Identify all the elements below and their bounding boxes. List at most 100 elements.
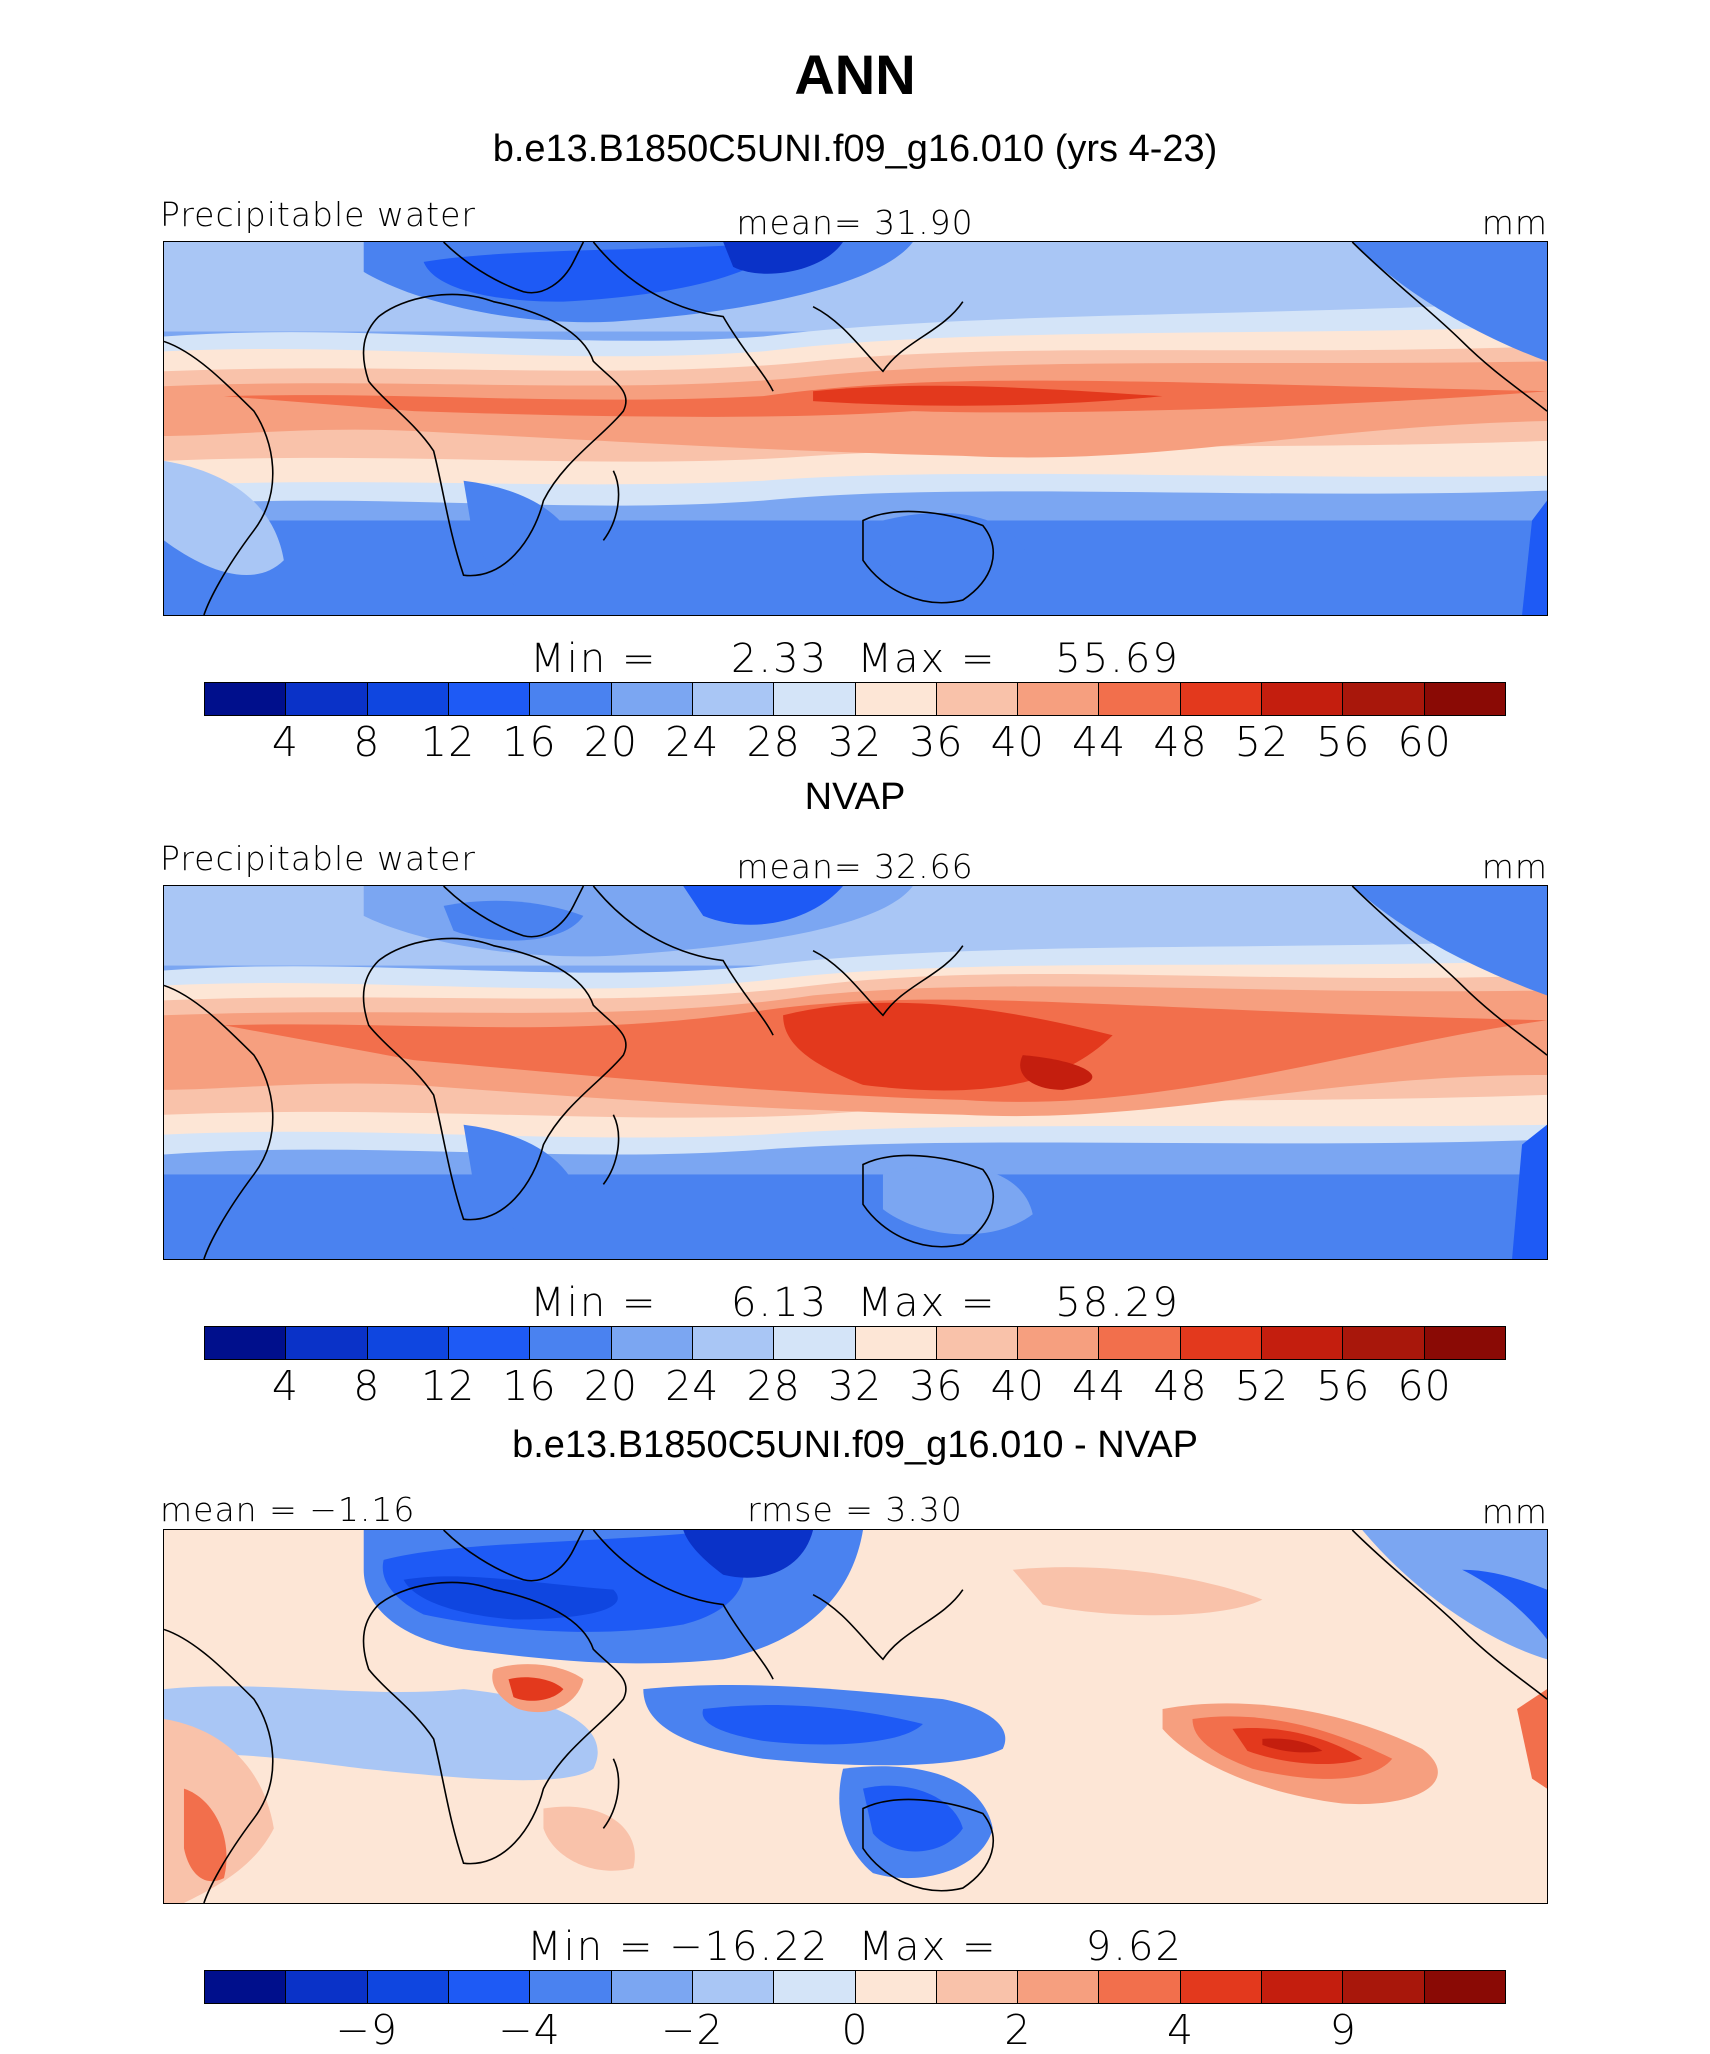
panel-2-max-value: 58.29 (1055, 1280, 1180, 1326)
colorbar-box-6 (692, 1971, 775, 2003)
colorbar-tick-label: 56 (1316, 1362, 1371, 1410)
panel-2-variable-label: Precipitable water (160, 839, 476, 878)
colorbar-tick-label: 52 (1234, 718, 1289, 766)
panel-3-min-label: Min = (527, 1924, 655, 1970)
panel-3-rmse-label: rmse = 3.30 (747, 1490, 963, 1529)
colorbar-box-9 (936, 683, 1019, 715)
colorbar-box-10 (1018, 1971, 1100, 2003)
panel-3-colorbar-ticks: −9 −4 −2 0 2 4 9 (204, 2006, 1506, 2054)
colorbar-tick-label: 60 (1397, 718, 1452, 766)
colorbar-tick-label: 4 (271, 718, 299, 766)
colorbar-tick-label: 32 (827, 718, 883, 766)
panel-3-mean-label: mean = −1.16 (160, 1490, 416, 1529)
panel-2-colorbar-ticks: 4 8 12 16 20 24 28 32 36 40 44 48 52 56 60 (204, 1362, 1506, 1410)
colorbar-box-3 (448, 1971, 531, 2003)
colorbar-box-13 (1262, 1327, 1344, 1359)
panel-2-contour-field (164, 886, 1547, 1259)
colorbar-tick-label: 28 (746, 1362, 801, 1410)
colorbar-box-4 (530, 683, 612, 715)
colorbar-tick-label: 44 (1072, 718, 1127, 766)
colorbar-tick-label: 12 (421, 1362, 476, 1410)
colorbar-box-9 (936, 1971, 1019, 2003)
colorbar-tick-label: 16 (502, 718, 557, 766)
colorbar-tick-label: 36 (909, 718, 964, 766)
panel-1-variable-label: Precipitable water (160, 195, 476, 234)
colorbar-tick-label: 0 (841, 2006, 869, 2054)
colorbar-box-5 (611, 683, 693, 715)
colorbar-box-4 (530, 1971, 612, 2003)
panel-1-mean-label: mean= 31.90 (736, 203, 974, 242)
panel-1-max-value: 55.69 (1055, 636, 1180, 682)
panel-3-colorbar (204, 1970, 1506, 2004)
panel-1-colorbar (204, 682, 1506, 716)
colorbar-tick-label: 56 (1316, 718, 1371, 766)
colorbar-tick-label: 40 (990, 1362, 1045, 1410)
panel-2-mean-label: mean= 32.66 (736, 847, 974, 886)
panel-2-colorbar (204, 1326, 1506, 1360)
colorbar-tick-label: 52 (1234, 1362, 1289, 1410)
colorbar-box-5 (611, 1971, 693, 2003)
colorbar-tick-label: 12 (421, 718, 476, 766)
colorbar-tick-label: −4 (498, 2006, 561, 2054)
colorbar-box-2 (367, 1327, 449, 1359)
colorbar-box-3 (448, 1327, 531, 1359)
colorbar-tick-label: 20 (583, 1362, 638, 1410)
colorbar-box-6 (692, 683, 775, 715)
colorbar-box-14 (1343, 683, 1425, 715)
colorbar-box-12 (1180, 1971, 1263, 2003)
colorbar-tick-label: 8 (353, 1362, 381, 1410)
colorbar-tick-label: −9 (335, 2006, 398, 2054)
colorbar-tick-label: 48 (1153, 718, 1208, 766)
colorbar-box-12 (1180, 1327, 1263, 1359)
colorbar-box-12 (1180, 683, 1263, 715)
colorbar-tick-label: 4 (1166, 2006, 1195, 2054)
colorbar-tick-label: 2 (1004, 2006, 1032, 2054)
colorbar-tick-label: 44 (1072, 1362, 1127, 1410)
colorbar-tick-label: 32 (827, 1362, 883, 1410)
colorbar-tick-label: 20 (583, 718, 638, 766)
colorbar-box-2 (367, 683, 449, 715)
panel-2-map (163, 885, 1548, 1260)
panel-3-max-value: 9.62 (1085, 1924, 1183, 1970)
colorbar-box-0 (205, 683, 287, 715)
panel-3-max-label: Max = (858, 1924, 998, 1970)
figure-title: ANN (794, 43, 916, 106)
colorbar-box-2 (367, 1971, 449, 2003)
colorbar-box-9 (936, 1327, 1019, 1359)
colorbar-box-4 (530, 1327, 612, 1359)
panel-3-minmax: Min = −16.22 Max = 9.62 (0, 1924, 1710, 1970)
colorbar-box-15 (1424, 683, 1505, 715)
colorbar-box-8 (855, 1327, 937, 1359)
panel-3-map (163, 1529, 1548, 1904)
colorbar-box-1 (286, 683, 368, 715)
colorbar-box-8 (855, 1971, 937, 2003)
colorbar-box-1 (286, 1327, 368, 1359)
colorbar-box-0 (205, 1971, 287, 2003)
colorbar-tick-label: 48 (1153, 1362, 1208, 1410)
colorbar-box-5 (611, 1327, 693, 1359)
panel-1-units: mm (1481, 203, 1548, 242)
colorbar-tick-label: 60 (1397, 1362, 1452, 1410)
colorbar-box-3 (448, 683, 531, 715)
colorbar-box-11 (1099, 683, 1181, 715)
panel-2-minmax: Min = 6.13 Max = 58.29 (0, 1280, 1710, 1326)
colorbar-box-15 (1424, 1971, 1505, 2003)
colorbar-tick-label: 24 (665, 1362, 720, 1410)
panel-2-title: NVAP (804, 776, 906, 818)
colorbar-box-13 (1262, 1971, 1344, 2003)
colorbar-tick-label: 28 (746, 718, 801, 766)
panel-3-title: b.e13.B1850C5UNI.f09_g16.010 - NVAP (512, 1424, 1198, 1466)
colorbar-tick-label: −2 (661, 2006, 724, 2054)
colorbar-box-11 (1099, 1327, 1181, 1359)
colorbar-box-1 (286, 1971, 368, 2003)
colorbar-box-14 (1343, 1971, 1425, 2003)
panel-1-contour-field (164, 242, 1547, 615)
panel-2-units: mm (1481, 847, 1548, 886)
panel-1-minmax: Min = 2.33 Max = 55.69 (0, 636, 1710, 682)
panel-1-max-label: Max = (857, 636, 997, 682)
panel-1-title: b.e13.B1850C5UNI.f09_g16.010 (yrs 4-23) (492, 128, 1218, 170)
colorbar-box-13 (1262, 683, 1344, 715)
colorbar-tick-label: 36 (909, 1362, 964, 1410)
colorbar-box-14 (1343, 1327, 1425, 1359)
panel-1-map (163, 241, 1548, 616)
